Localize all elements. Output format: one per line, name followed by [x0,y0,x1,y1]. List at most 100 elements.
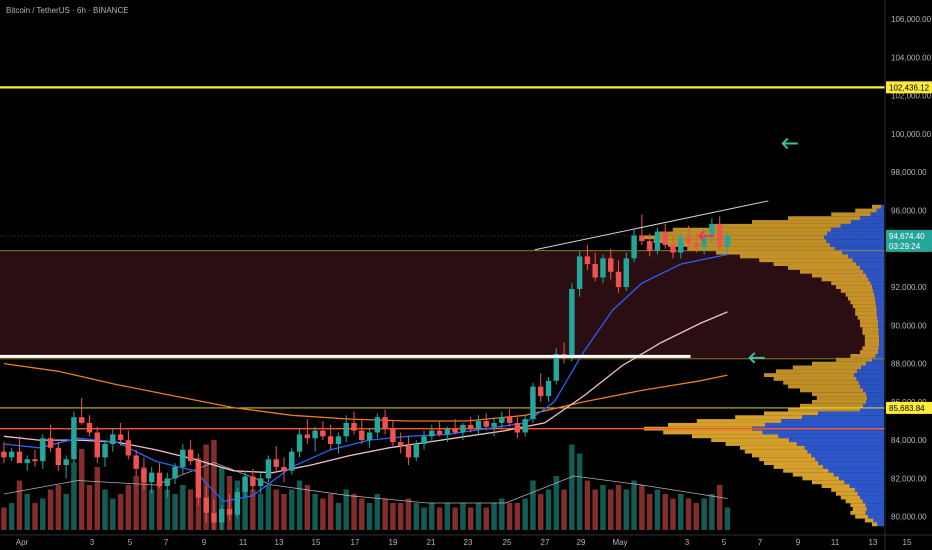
volume-bar [312,494,318,530]
profile-bar-gold [860,350,878,355]
volume-bar [366,503,373,530]
candle-body [662,231,668,245]
volume-bar [678,494,684,530]
x-tick-label: 11 [239,538,248,547]
x-tick-label: 5 [128,538,133,547]
candle-body [421,436,427,444]
candle-body [429,430,435,437]
profile-bar-blue [870,281,884,286]
candle-body [63,459,69,466]
x-tick-label: 21 [427,538,436,547]
profile-bar-blue [858,380,884,385]
candle-body [475,421,482,429]
volume-bar [40,498,46,530]
candle-body [545,380,552,397]
candle-body [296,434,303,452]
profile-bar-blue [830,243,884,247]
x-tick-label: 11 [831,538,840,547]
profile-bar-blue [833,472,884,477]
profile-bar-blue [857,491,884,496]
volume-bar [125,485,132,530]
volume-bar [24,494,30,530]
profile-bar-blue [879,334,884,339]
volume-bar [600,485,606,530]
profile-bar-blue [875,354,884,358]
profile-bar-gold [848,296,875,301]
wedge-trendline [534,200,769,251]
volume-bar [47,489,54,530]
candle-body [211,512,217,523]
candle-body [514,422,521,433]
volume-bar [327,494,334,530]
volume-bar [1,507,7,530]
candle-body [483,421,489,427]
volume-bar [709,494,715,530]
x-tick-label: 3 [90,538,95,547]
volume-bar [530,480,536,530]
profile-bar-blue [872,285,884,289]
volume-bar [491,503,497,530]
profile-bar-blue [866,399,884,404]
profile-bar-gold [812,480,845,485]
time-axis[interactable]: Apr 3 5 7 9 11 13 15 17 19 21 23 25 27 29 May 3 5 7 9 11 13 15 [0,534,932,547]
volume-bar [506,503,513,530]
profile-bar-gold [862,327,879,332]
profile-bar-gold [788,407,860,412]
candle-body [86,422,93,433]
candle-body [615,271,622,288]
candles-layer[interactable] [1,214,731,531]
candle-body [569,288,575,358]
profile-bar-gold [812,392,866,397]
trendlines-layer[interactable] [0,200,769,358]
x-tick-label: 9 [202,538,207,547]
volume-bar [211,440,217,530]
volume-bar [94,467,100,530]
profile-bar-blue [877,522,884,527]
profile-bar-gold [783,380,859,385]
volume-bar [281,494,287,530]
profile-bar-blue [881,204,884,209]
candle-body [390,428,396,443]
profile-bar-gold [821,277,869,282]
volume-bar [320,498,326,530]
profile-bar-gold [776,369,857,374]
volume-bar [584,480,591,530]
profile-bar-gold [840,288,874,293]
y-tick-label: 104,000.00 [891,53,932,62]
profile-bar-blue [860,216,884,221]
profile-bar-blue [807,449,884,454]
x-tick-label: 15 [312,538,321,547]
volume-bar [304,485,311,530]
x-tick-label: 15 [903,538,912,547]
volume-bar [164,489,170,530]
profile-bar-blue [878,331,884,335]
profile-bar-blue [879,342,884,347]
candle-body [576,256,583,289]
profile-bar-blue [876,208,884,213]
profile-bar-gold [792,472,834,477]
profile-bar-gold [836,357,872,362]
volume-bar [670,498,676,530]
candle-body [226,509,233,515]
profile-bar-gold [812,361,866,366]
level-tag-mid [886,401,932,414]
profile-bar-blue [866,361,884,366]
volume-bar [71,462,77,530]
volume-bar [646,494,653,530]
volume-bar [654,489,661,530]
candle-body [701,235,707,247]
profile-bar-blue [866,507,884,511]
candle-body [506,417,513,423]
price-levels-layer [0,86,885,430]
candle-body [234,491,241,515]
profile-bar-blue [860,384,884,389]
volume-bar [569,444,575,530]
profile-bar-blue [875,296,884,301]
profile-bar-blue [815,457,884,462]
volume-bar [374,494,381,530]
candle-body [40,438,46,462]
profile-bar-gold [840,495,861,500]
profile-bar-blue [879,338,884,343]
candle-body [592,264,598,278]
